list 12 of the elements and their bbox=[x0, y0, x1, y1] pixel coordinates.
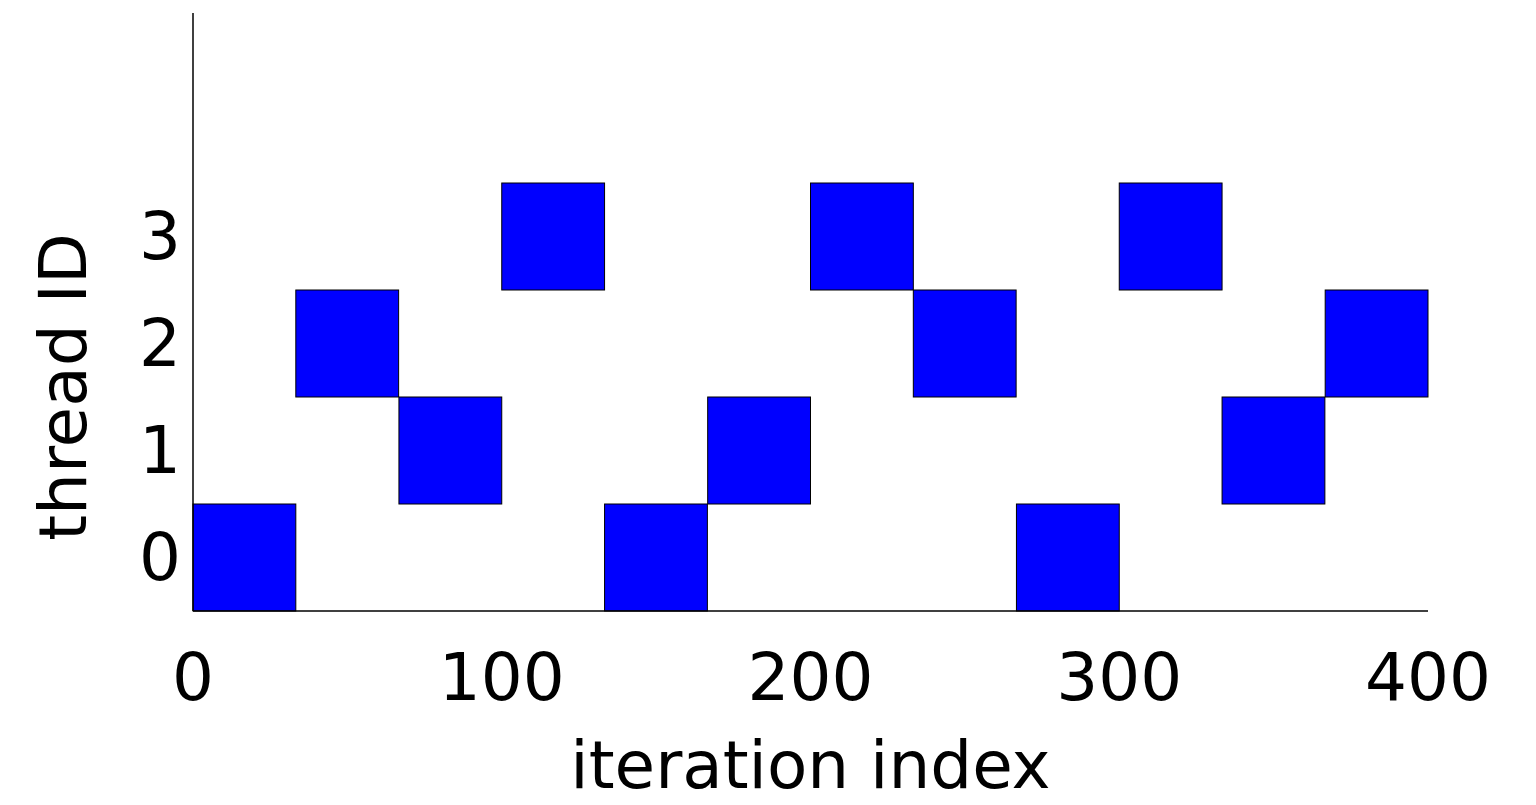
x-tick-label: 400 bbox=[1365, 639, 1491, 716]
y-tick-label: 2 bbox=[139, 305, 181, 382]
y-axis-title: thread ID bbox=[25, 233, 102, 541]
x-tick-label: 200 bbox=[747, 639, 874, 716]
y-tick-label: 1 bbox=[139, 412, 181, 489]
bar bbox=[1118, 182, 1223, 291]
y-tick-label: 0 bbox=[139, 519, 181, 596]
bar bbox=[501, 182, 606, 291]
x-tick-label: 100 bbox=[438, 639, 565, 716]
x-axis-title: iteration index bbox=[570, 727, 1051, 804]
x-tick-label: 300 bbox=[1056, 639, 1183, 716]
y-tick-label: 3 bbox=[139, 198, 181, 275]
